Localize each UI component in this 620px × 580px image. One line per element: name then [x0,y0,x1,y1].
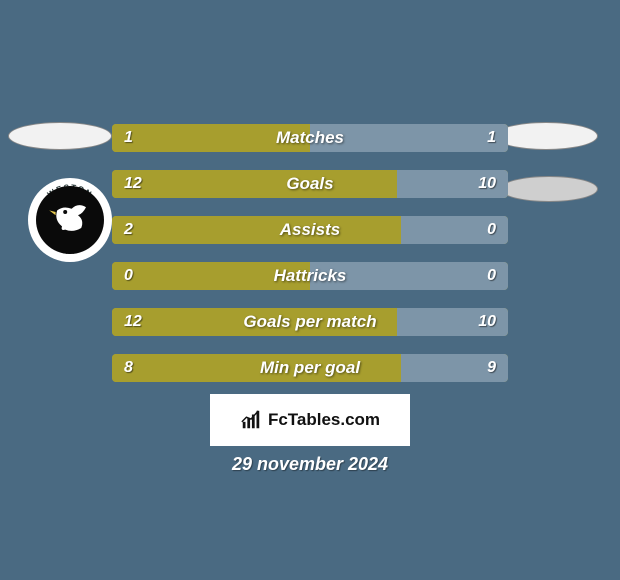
stat-label: Goals per match [112,308,508,336]
stat-label: Matches [112,124,508,152]
chart-icon [240,409,262,431]
stat-bar: 11Matches [112,124,508,152]
stat-label: Hattricks [112,262,508,290]
right-flag-ellipse [494,122,598,150]
stat-label: Min per goal [112,354,508,382]
comparison-bars: 11Matches 1210Goals 20Assists 00Hattricks 12… [112,124,508,400]
stat-bar: 1210Goals [112,170,508,198]
seagull-icon [46,196,94,244]
stat-label: Goals [112,170,508,198]
right-flag-ellipse-2 [500,176,598,202]
stat-bar: 1210Goals per match [112,308,508,336]
attribution-badge: FcTables.com [210,394,410,446]
stat-label: Assists [112,216,508,244]
stat-bar: 89Min per goal [112,354,508,382]
attribution-text: FcTables.com [268,410,380,430]
stat-bar: 00Hattricks [112,262,508,290]
date-text: 29 november 2024 [0,454,620,475]
left-club-badge: WESTON SUPER MARE [28,178,112,262]
stat-bar: 20Assists [112,216,508,244]
left-flag-ellipse [8,122,112,150]
